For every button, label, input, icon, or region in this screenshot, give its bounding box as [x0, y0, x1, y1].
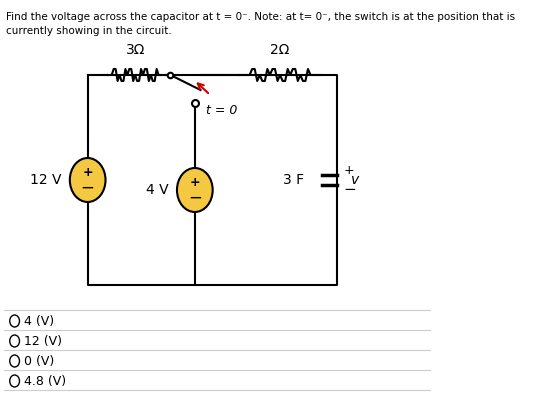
- Text: −: −: [188, 189, 202, 207]
- Text: 0 (V): 0 (V): [25, 354, 55, 367]
- Circle shape: [70, 158, 105, 202]
- Text: +: +: [343, 164, 354, 178]
- Text: +: +: [82, 166, 93, 178]
- Text: −: −: [81, 179, 95, 197]
- Text: Find the voltage across the capacitor at t = 0⁻. Note: at t= 0⁻, the switch is a: Find the voltage across the capacitor at…: [6, 12, 516, 22]
- Circle shape: [10, 375, 19, 387]
- Text: 4 V: 4 V: [146, 183, 169, 197]
- Circle shape: [10, 335, 19, 347]
- Text: 2Ω: 2Ω: [270, 43, 290, 57]
- Circle shape: [10, 315, 19, 327]
- Text: +: +: [189, 176, 200, 188]
- Text: v: v: [351, 173, 360, 187]
- Text: currently showing in the circuit.: currently showing in the circuit.: [6, 26, 172, 36]
- Circle shape: [177, 168, 213, 212]
- Text: 3 F: 3 F: [284, 173, 304, 187]
- Text: −: −: [343, 182, 356, 196]
- Text: 4.8 (V): 4.8 (V): [25, 375, 66, 387]
- Circle shape: [10, 355, 19, 367]
- Text: 4 (V): 4 (V): [25, 314, 55, 328]
- Text: t = 0: t = 0: [206, 103, 238, 117]
- Text: 3Ω: 3Ω: [126, 43, 145, 57]
- Text: 12 V: 12 V: [30, 173, 62, 187]
- Text: 12 (V): 12 (V): [25, 334, 63, 348]
